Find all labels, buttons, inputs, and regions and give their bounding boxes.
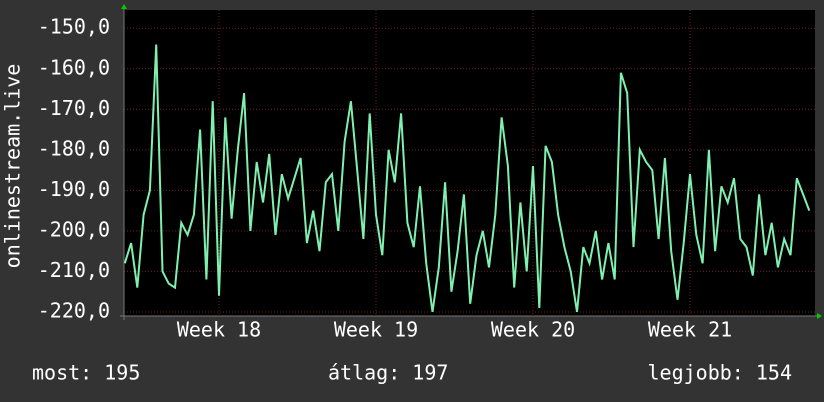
y-tick-label: -220,0 <box>38 298 110 322</box>
y-tick-label: -200,0 <box>38 217 110 241</box>
y-axis-arrow <box>121 4 127 9</box>
footer-current: most: 195 <box>32 361 140 385</box>
y-tick-label: -210,0 <box>38 258 110 282</box>
x-tick-label: Week 21 <box>648 318 732 342</box>
footer-average: átlag: 197 <box>328 361 448 385</box>
y-tick-label: -190,0 <box>38 177 110 201</box>
x-tick-label: Week 20 <box>491 318 575 342</box>
y-tick-label: -150,0 <box>38 15 110 39</box>
plot-area <box>124 10 815 316</box>
y-tick-label: -160,0 <box>38 55 110 79</box>
x-tick-label: Week 18 <box>177 318 261 342</box>
y-tick-label: -170,0 <box>38 96 110 120</box>
data-line <box>123 44 811 313</box>
y-tick-label: -180,0 <box>38 136 110 160</box>
y-axis-label: onlinestream.live <box>1 64 25 269</box>
x-axis-arrow <box>817 313 822 319</box>
x-tick-label: Week 19 <box>334 318 418 342</box>
footer-best: legjobb: 154 <box>648 361 793 385</box>
